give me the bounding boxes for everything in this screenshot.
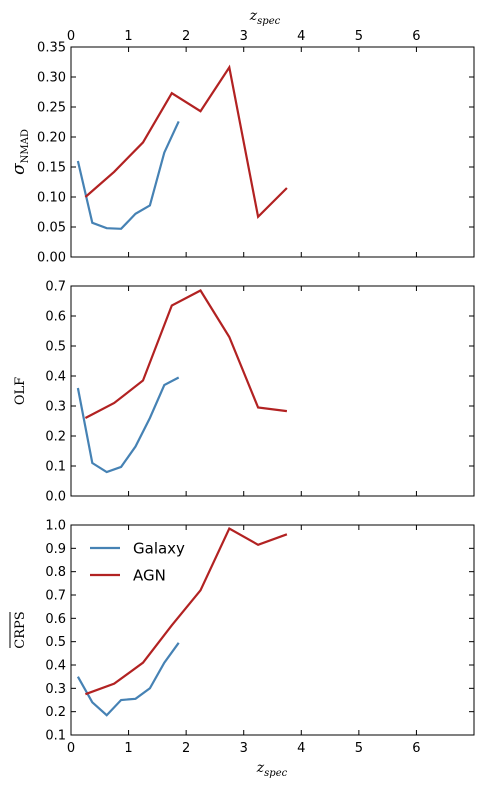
y-tick-label: 1.0 <box>45 519 66 534</box>
x-tick-label: 3 <box>240 741 248 756</box>
y-tick-label: 0.3 <box>45 400 66 415</box>
y-tick-label: 0.25 <box>37 101 66 116</box>
y-tick-label: 0.3 <box>45 682 66 697</box>
x-tick-label-top: 3 <box>240 29 248 44</box>
y-tick-label: 0.8 <box>45 565 66 580</box>
top-xlabel: zspec <box>249 8 281 27</box>
x-tick-label: 5 <box>355 741 363 756</box>
legend: Galaxy AGN <box>90 540 185 585</box>
legend-label-agn: AGN <box>133 567 166 585</box>
y-tick-label: 0.6 <box>45 310 66 325</box>
y-tick-label: 0.1 <box>45 729 66 744</box>
y-tick-label: 0.5 <box>45 340 66 355</box>
y-tick-label: 0.20 <box>37 131 66 146</box>
y-tick-label: 0.05 <box>37 221 66 236</box>
series-line-galaxy <box>76 376 180 474</box>
y-tick-label: 0.2 <box>45 430 66 445</box>
y-tick-label: 0.6 <box>45 612 66 627</box>
y-tick-label: 0.2 <box>45 705 66 720</box>
y-tick-label: 0.7 <box>45 589 66 604</box>
x-tick-label: 4 <box>297 741 305 756</box>
y-axis-label: OLF <box>13 377 28 405</box>
x-tick-label: 2 <box>182 741 190 756</box>
y-axis-label: CRPS <box>13 611 28 648</box>
y-tick-label: 0.9 <box>45 542 66 557</box>
x-tick-label-top: 5 <box>355 29 363 44</box>
plot-frame <box>70 285 475 497</box>
panel-3: 0 1 2 3 4 5 6 0.1 0.2 0.3 0.4 0.5 0.6 0.7 0.8 0.9 1.0 CRP… <box>9 519 475 756</box>
panel-1: 0 1 2 3 4 5 6 0.00 0.05 0.10 0.15 0.20 0.25 0.30 0.35 σ… <box>9 29 475 266</box>
series-line-agn <box>84 64 288 220</box>
y-tick-label: 0.30 <box>37 71 66 86</box>
x-tick-label-top: 1 <box>124 29 132 44</box>
y-tick-label: 0.7 <box>45 280 66 295</box>
series-line-agn <box>85 526 288 696</box>
plot-frame <box>70 524 475 736</box>
series-line-galaxy <box>76 642 180 717</box>
y-tick-label: 0.5 <box>45 635 66 650</box>
panel-2: 0.0 0.1 0.2 0.3 0.4 0.5 0.6 0.7 OLF <box>13 280 475 505</box>
x-tick-label: 0 <box>67 741 75 756</box>
y-axis-label: σNMAD <box>9 129 31 175</box>
series-line-galaxy <box>76 120 180 230</box>
series-line-agn <box>84 289 288 419</box>
y-axis-label-text: CRPS <box>13 611 28 648</box>
bottom-xlabel: zspec <box>256 760 288 779</box>
y-axis-label-text: σ <box>9 163 29 175</box>
y-axis-label-text: OLF <box>13 377 28 405</box>
y-tick-label: 0.4 <box>45 370 66 385</box>
y-axis-label-sub: NMAD <box>20 129 31 163</box>
y-tick-label: 0.4 <box>45 659 66 674</box>
x-tick-label-top: 4 <box>297 29 305 44</box>
plot-frame <box>70 46 475 258</box>
x-tick-label-top: 2 <box>182 29 190 44</box>
y-tick-label: 0.0 <box>45 490 66 505</box>
legend-label-galaxy: Galaxy <box>133 540 185 558</box>
y-tick-label: 0.00 <box>37 251 66 266</box>
y-tick-label: 0.10 <box>37 191 66 206</box>
panels: 0 1 2 3 4 5 60.000.050.100.150.200.250.300.35σ… <box>9 29 475 756</box>
x-tick-label: 6 <box>412 741 420 756</box>
x-tick-label: 1 <box>124 741 132 756</box>
y-tick-label: 0.35 <box>37 41 66 56</box>
x-tick-label-top: 6 <box>412 29 420 44</box>
y-tick-label: 0.15 <box>37 161 66 176</box>
y-tick-label: 0.1 <box>45 460 66 475</box>
x-tick-label-top: 0 <box>67 29 75 44</box>
